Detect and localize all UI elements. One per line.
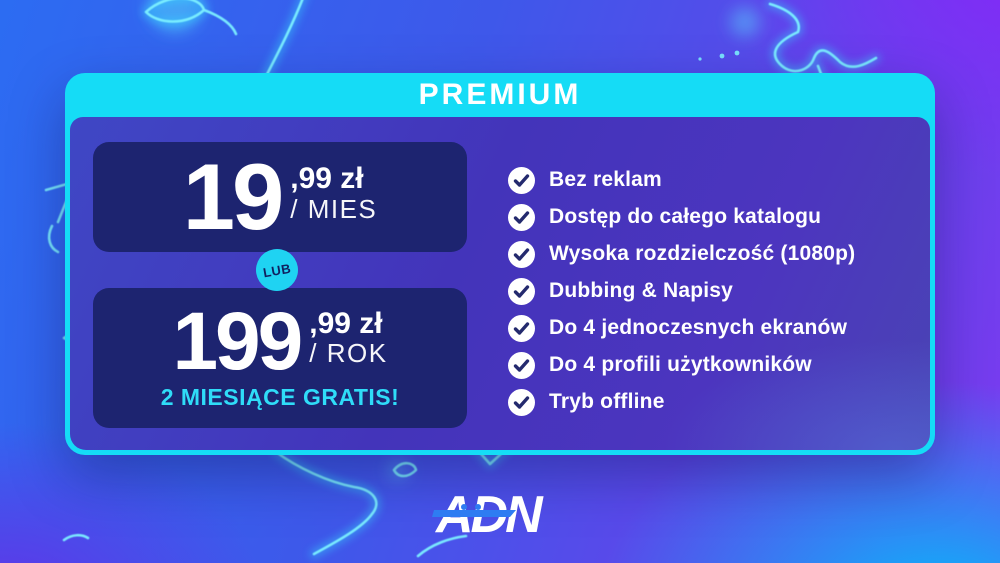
feature-label: Dubbing & Napisy xyxy=(549,279,734,302)
yearly-price-period: / ROK xyxy=(309,338,388,369)
check-circle-icon xyxy=(508,166,535,194)
check-circle-icon xyxy=(508,240,535,268)
feature-item: Bez reklam xyxy=(508,166,855,194)
plan-title: PREMIUM xyxy=(418,78,582,111)
monthly-price-option[interactable]: 19 ,99 zł / MIES xyxy=(93,142,467,252)
check-circle-icon xyxy=(508,351,535,379)
promo-label: 2 MIESIĄCE GRATIS! xyxy=(160,384,400,411)
feature-item: Do 4 jednoczesnych ekranów xyxy=(508,314,855,342)
check-circle-icon xyxy=(508,203,535,231)
monthly-price: 19 ,99 zł / MIES xyxy=(93,142,467,252)
check-circle-icon xyxy=(508,388,535,416)
card-header: PREMIUM xyxy=(65,73,935,117)
feature-label: Do 4 jednoczesnych ekranów xyxy=(549,316,848,339)
monthly-price-decimals: ,99 zł xyxy=(290,162,364,196)
feature-label: Bez reklam xyxy=(549,168,662,191)
adn-logo-band xyxy=(432,504,516,517)
yearly-price-amount: 199 xyxy=(172,295,303,387)
feature-label: Dostęp do całego katalogu xyxy=(549,205,822,228)
feature-label: Do 4 profili użytkowników xyxy=(549,353,812,376)
feature-label: Tryb offline xyxy=(549,390,665,413)
yearly-price-decimals: ,99 zł xyxy=(309,306,383,340)
or-badge-label: LUB xyxy=(261,260,293,280)
feature-item: Dostęp do całego katalogu xyxy=(508,203,855,231)
yearly-price-option[interactable]: 199 ,99 zł / ROK 2 MIESIĄCE GRATIS! xyxy=(93,288,467,428)
check-circle-icon xyxy=(508,277,535,305)
monthly-price-period: / MIES xyxy=(290,193,378,224)
feature-item: Do 4 profili użytkowników xyxy=(508,351,855,379)
feature-label: Wysoka rozdzielczość (1080p) xyxy=(549,242,856,265)
card-body: 19 ,99 zł / MIES LUB 199 ,99 zł / ROK xyxy=(70,117,930,450)
premium-plan-card: PREMIUM 19 ,99 zł / MIES LUB xyxy=(65,73,935,455)
feature-item: Tryb offline xyxy=(508,388,855,416)
feature-item: Wysoka rozdzielczość (1080p) xyxy=(508,240,855,268)
feature-item: Dubbing & Napisy xyxy=(508,277,855,305)
features-list: Bez reklam Dostęp do całego katalogu Wys… xyxy=(508,166,855,425)
monthly-price-amount: 19 xyxy=(182,144,285,250)
adn-logo: ADN xyxy=(432,486,547,544)
check-circle-icon xyxy=(508,314,535,342)
yearly-price: 199 ,99 zł / ROK xyxy=(93,295,467,387)
